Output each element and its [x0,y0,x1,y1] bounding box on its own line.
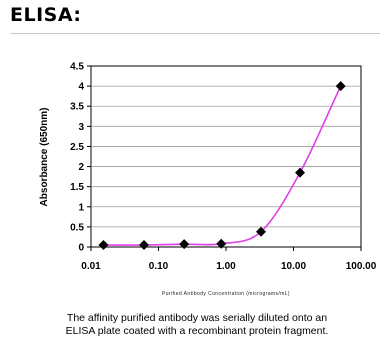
y-tick-label: 0.5 [70,222,84,233]
plot-area [90,65,362,248]
x-tick-label: 0.01 [81,261,101,272]
data-point [98,239,109,250]
y-axis-title: Absorbance (650nm) [39,108,50,207]
y-tick-label: 3 [78,122,84,133]
data-point [139,239,150,250]
data-point [335,81,346,92]
y-tick-label: 1.5 [70,182,84,193]
y-axis-ticks: 0 0.5 1 1.5 2 2.5 3 3.5 4 4.5 [70,62,91,254]
page-heading: ELISA: [10,4,82,26]
caption-line-2: ELISA plate coated with a recombinant pr… [65,325,329,337]
x-tick-label: 0.10 [149,261,169,272]
data-point [255,226,266,237]
data-point [179,239,190,250]
heading-divider [10,33,380,34]
x-tick-label: 10.00 [281,261,306,272]
y-tick-label: 0 [78,243,84,254]
x-tick-label: 100.00 [346,261,377,272]
y-tick-label: 2 [78,162,84,173]
x-axis-title: Purified Antibody Concentration (microgr… [162,291,290,297]
figure-caption: The affinity purified antibody was seria… [22,312,372,338]
gridlines [91,85,361,228]
y-tick-label: 3.5 [70,102,84,113]
data-point [295,167,306,178]
data-points [98,81,346,250]
y-tick-label: 4.5 [70,62,84,73]
elisa-chart: 0 0.5 1 1.5 2 2.5 3 3.5 4 4.5 0.01 0.10 1.00 10.00 10… [39,62,377,298]
caption-line-1: The affinity purified antibody was seria… [66,312,328,324]
y-tick-label: 4 [78,82,84,93]
y-tick-label: 1 [78,202,84,213]
y-tick-label: 2.5 [70,142,84,153]
x-tick-label: 1.00 [216,261,236,272]
data-point [216,238,227,249]
x-axis-ticks: 0.01 0.10 1.00 10.00 100.00 [81,247,377,272]
